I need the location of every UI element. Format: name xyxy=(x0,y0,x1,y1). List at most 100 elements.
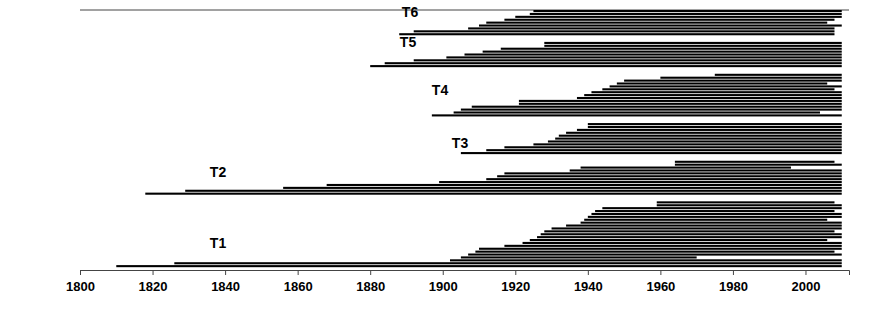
range-bar xyxy=(541,233,842,235)
range-bar xyxy=(116,265,841,267)
x-axis: 1800182018401860188019001920194019601980… xyxy=(66,270,849,294)
range-bar xyxy=(432,114,842,116)
tick: 1800 xyxy=(66,270,95,294)
group-label: T2 xyxy=(210,164,227,180)
group-label: T5 xyxy=(400,34,417,50)
tick: 1980 xyxy=(719,270,748,294)
range-bar xyxy=(533,10,841,12)
range-bar xyxy=(446,56,841,58)
range-bar xyxy=(544,230,834,232)
range-bar xyxy=(461,256,697,258)
range-bar xyxy=(454,111,820,113)
bars xyxy=(116,10,841,267)
axis-line xyxy=(81,271,850,276)
range-bar xyxy=(610,85,842,87)
range-bar xyxy=(602,88,834,90)
tick: 1920 xyxy=(501,270,530,294)
tick-mark xyxy=(370,270,371,275)
range-bar xyxy=(479,248,842,250)
tick: 1960 xyxy=(646,270,675,294)
range-bar xyxy=(584,94,842,96)
range-bar xyxy=(468,254,842,256)
range-bar xyxy=(624,80,842,82)
tick: 1860 xyxy=(284,270,313,294)
range-bar xyxy=(570,169,842,171)
range-bar xyxy=(497,175,842,177)
tick: 1940 xyxy=(574,270,603,294)
range-bar xyxy=(577,129,842,131)
range-bar xyxy=(530,239,827,241)
range-bar xyxy=(385,62,842,64)
range-bar xyxy=(504,146,841,148)
tick: 1820 xyxy=(139,270,168,294)
group-label: T3 xyxy=(452,135,469,151)
range-bar xyxy=(588,126,842,128)
range-bar xyxy=(483,51,842,53)
range-bar xyxy=(475,251,834,253)
tick-label: 1980 xyxy=(719,279,748,294)
tick-mark xyxy=(153,270,154,275)
range-bar xyxy=(515,16,841,18)
range-bar xyxy=(523,242,842,244)
range-bar xyxy=(519,103,842,105)
range-bar xyxy=(584,219,827,221)
tick-mark xyxy=(225,270,226,275)
range-bar xyxy=(595,210,834,212)
range-bar xyxy=(399,33,834,35)
range-bar xyxy=(675,164,842,166)
range-bar xyxy=(657,201,835,203)
range-bar xyxy=(486,178,841,180)
tick-mark xyxy=(298,270,299,275)
tick-mark xyxy=(515,270,516,275)
group-label: T4 xyxy=(432,82,449,98)
range-bar xyxy=(675,161,835,163)
range-bar xyxy=(370,65,842,67)
range-bar xyxy=(519,100,842,102)
range-bar xyxy=(591,91,841,93)
range-bar xyxy=(591,213,841,215)
range-bar xyxy=(414,59,842,61)
tick: 1880 xyxy=(356,270,385,294)
range-bar xyxy=(185,190,842,192)
range-bar xyxy=(715,74,842,76)
range-bar xyxy=(450,259,842,261)
range-bar xyxy=(461,152,842,154)
range-bar xyxy=(602,207,841,209)
tick-label: 1920 xyxy=(501,279,530,294)
range-bar xyxy=(617,82,827,84)
tick-label: 1940 xyxy=(574,279,603,294)
range-bar xyxy=(548,140,842,142)
tick-label: 1800 xyxy=(66,279,95,294)
range-bar xyxy=(504,19,834,21)
range-bar xyxy=(660,77,841,79)
range-bar xyxy=(461,109,842,111)
range-bar xyxy=(504,172,841,174)
range-bar xyxy=(504,245,841,247)
range-bar xyxy=(414,30,835,32)
range-bar xyxy=(486,149,841,151)
range-bar xyxy=(468,27,834,29)
range-bar xyxy=(559,135,842,137)
range-bar xyxy=(588,123,842,125)
range-bar xyxy=(174,262,841,264)
range-bar xyxy=(566,132,842,134)
range-bar xyxy=(533,143,841,145)
range-bar xyxy=(479,24,842,26)
tick-label: 1900 xyxy=(429,279,458,294)
tick-mark xyxy=(660,270,661,275)
tick-mark xyxy=(80,270,81,275)
range-bar xyxy=(439,181,842,183)
range-bar xyxy=(472,106,842,108)
tick: 1900 xyxy=(429,270,458,294)
group-label: T1 xyxy=(210,235,227,251)
range-bar xyxy=(577,97,842,99)
tick-mark xyxy=(588,270,589,275)
range-bar xyxy=(537,236,842,238)
range-bar xyxy=(581,222,842,224)
range-bar xyxy=(486,22,827,24)
range-bar xyxy=(588,216,842,218)
tick-label: 1820 xyxy=(139,279,168,294)
tick-label: 2000 xyxy=(792,279,821,294)
range-bar xyxy=(581,167,791,169)
range-bar xyxy=(552,227,842,229)
